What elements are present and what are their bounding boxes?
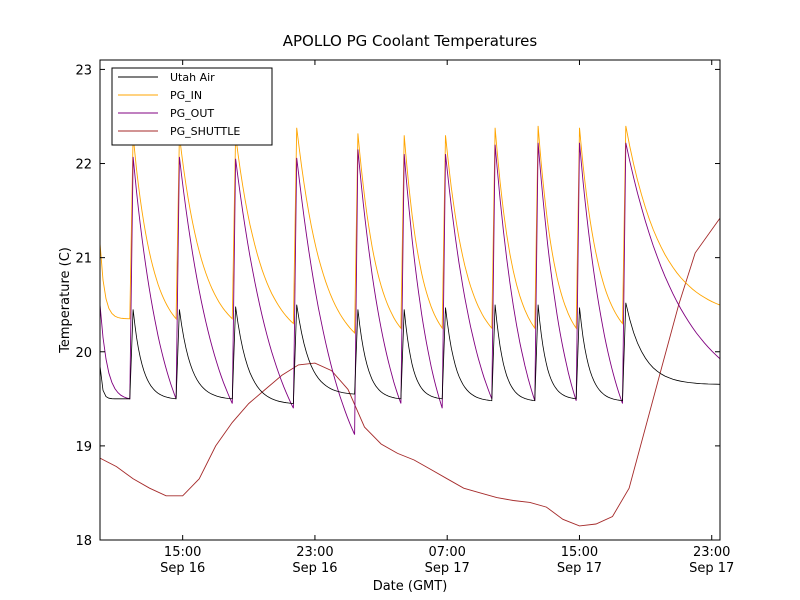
y-tick-label: 21 bbox=[75, 252, 92, 267]
series-line-pg-in bbox=[99, 125, 721, 334]
y-axis-label: Temperature (C) bbox=[58, 247, 73, 354]
x-tick-label-time: 15:00 bbox=[164, 545, 201, 560]
series-line-utah-air bbox=[99, 302, 721, 404]
x-tick-label-time: 23:00 bbox=[296, 545, 333, 560]
plot-frame bbox=[99, 59, 721, 541]
x-tick-label-date: Sep 16 bbox=[160, 561, 205, 576]
x-tick-label-time: 15:00 bbox=[561, 545, 598, 560]
y-tick-label: 20 bbox=[75, 346, 92, 361]
x-tick-label-time: 23:00 bbox=[693, 545, 730, 560]
legend-label-pg-out: PG_OUT bbox=[170, 107, 214, 120]
x-tick-label-date: Sep 16 bbox=[292, 561, 337, 576]
x-tick-label-time: 07:00 bbox=[428, 545, 465, 560]
y-tick-label: 22 bbox=[75, 158, 92, 173]
x-tick-label-date: Sep 17 bbox=[425, 561, 470, 576]
y-tick-label: 23 bbox=[75, 63, 92, 78]
y-tick-label: 18 bbox=[75, 534, 92, 549]
x-tick-label-date: Sep 17 bbox=[557, 561, 602, 576]
legend-box bbox=[111, 67, 273, 146]
x-tick-label-date: Sep 17 bbox=[689, 561, 734, 576]
series-layer bbox=[99, 125, 721, 527]
legend: Utah Air PG_IN PG_OUT PG_SHUTTLE bbox=[111, 67, 273, 146]
series-line-pg-out bbox=[99, 142, 721, 435]
x-axis-label: Date (GMT) bbox=[373, 579, 448, 594]
legend-label-pg-shuttle: PG_SHUTTLE bbox=[170, 125, 240, 138]
chart-title: APOLLO PG Coolant Temperatures bbox=[283, 32, 538, 50]
y-axis: 18 19 20 21 22 23 bbox=[75, 63, 720, 549]
legend-label-pg-in: PG_IN bbox=[170, 89, 202, 102]
y-tick-label: 19 bbox=[75, 440, 92, 455]
series-line-pg-shuttle bbox=[99, 217, 721, 527]
legend-label-utah-air: Utah Air bbox=[170, 71, 215, 84]
